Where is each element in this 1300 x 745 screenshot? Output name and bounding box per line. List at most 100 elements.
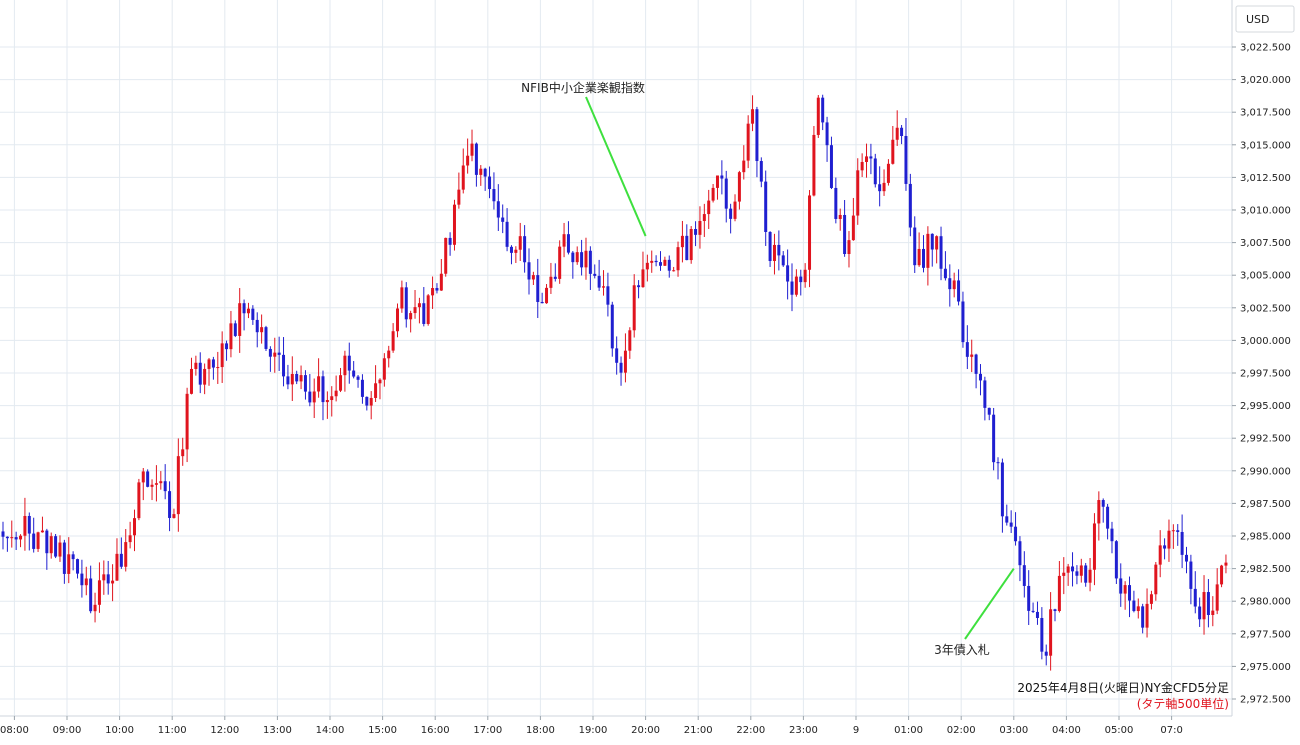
currency-box[interactable] — [1235, 5, 1295, 33]
candle-body — [891, 139, 895, 164]
candle-body — [593, 273, 597, 276]
candle-body — [1180, 531, 1184, 555]
candle-body — [356, 376, 360, 380]
x-tick-label: 11:00 — [158, 725, 187, 736]
candle-down — [523, 225, 527, 273]
candle-body — [89, 578, 93, 612]
candle-down — [286, 364, 290, 390]
candle-body — [1154, 564, 1158, 595]
candle-body — [128, 535, 132, 543]
candle-down — [553, 263, 557, 282]
candle-body — [755, 109, 759, 162]
candle-down — [505, 208, 509, 252]
candle-body — [172, 514, 176, 518]
candle-body — [1211, 610, 1215, 615]
candle-down — [268, 346, 272, 372]
grid — [0, 0, 1232, 716]
candle-body — [264, 327, 268, 349]
candle-body — [181, 449, 185, 457]
candle-up — [207, 357, 211, 386]
candle-down — [1084, 562, 1088, 587]
candle-down — [843, 200, 847, 257]
candle-down — [1040, 607, 1044, 660]
candle-up — [575, 246, 579, 265]
candle-up — [36, 531, 40, 552]
candle-body — [483, 168, 487, 177]
candle-down — [5, 536, 9, 552]
candle-down — [1005, 504, 1009, 526]
candle-body — [663, 259, 667, 266]
candle-body — [523, 236, 527, 263]
candle-body — [1101, 500, 1105, 507]
candle-down — [821, 94, 825, 131]
candle-up — [518, 222, 522, 262]
candle-up — [650, 250, 654, 273]
candle-down — [588, 246, 592, 290]
candle-body — [650, 260, 654, 263]
candle-up — [260, 314, 264, 344]
candle-down — [992, 407, 996, 471]
candle-up — [1154, 562, 1158, 601]
candle-up — [847, 231, 851, 268]
candle-body — [1149, 594, 1153, 604]
candle-up — [886, 159, 890, 186]
candle-up — [40, 516, 44, 533]
chart-caption: 2025年4月8日(火曜日)NY金CFD5分足 — [1017, 680, 1229, 695]
candle-body — [1066, 566, 1070, 573]
candle-down — [922, 235, 925, 273]
candle-up — [203, 363, 207, 395]
candle-up — [1136, 598, 1140, 619]
candle-body — [1084, 565, 1088, 583]
candle-up — [246, 302, 250, 319]
candle-body — [772, 244, 776, 262]
candle-down — [1114, 540, 1118, 584]
candle-body — [597, 275, 601, 288]
candle-body — [724, 178, 728, 209]
candle-body — [1171, 530, 1175, 532]
candle-down — [606, 272, 610, 317]
candle-up — [1145, 588, 1149, 638]
candle-body — [1106, 506, 1110, 529]
candle-up — [317, 358, 321, 398]
y-tick-label: 2,975.000 — [1240, 662, 1291, 673]
candle-down — [62, 539, 66, 584]
candle-up — [1220, 564, 1224, 588]
candle-up — [772, 233, 776, 275]
candle-down — [211, 356, 215, 380]
candle-body — [764, 181, 768, 232]
candle-up — [111, 564, 115, 602]
candle-down — [571, 250, 575, 279]
candle-down — [255, 312, 259, 348]
candle-body — [1079, 565, 1083, 576]
x-tick-label: 05:00 — [1105, 725, 1134, 736]
candle-body — [1193, 588, 1197, 607]
candle-down — [45, 528, 49, 570]
candle-down — [724, 170, 728, 223]
candle-up — [133, 509, 136, 552]
candle-body — [404, 287, 408, 320]
candle-up — [159, 471, 163, 490]
candle-down — [1132, 590, 1136, 613]
candle-body — [93, 604, 97, 612]
candle-body — [396, 308, 399, 332]
candle-down — [957, 269, 961, 306]
candle-body — [983, 380, 987, 408]
candle-down — [615, 336, 619, 375]
candle-body — [378, 379, 382, 384]
y-tick-label: 3,020.000 — [1240, 75, 1291, 86]
candle-down — [1009, 510, 1013, 534]
candle-down — [422, 287, 426, 327]
candle-body — [816, 97, 820, 135]
candle-down — [834, 177, 838, 224]
candle-down — [1071, 552, 1075, 587]
candle-body — [84, 578, 88, 586]
candle-down — [277, 336, 281, 372]
candle-up — [58, 535, 62, 562]
candle-body — [343, 355, 347, 376]
candle-body — [908, 183, 912, 228]
candle-body — [189, 368, 193, 394]
candle-up — [150, 479, 154, 501]
candle-body — [194, 362, 198, 369]
candle-up — [128, 521, 132, 549]
candle-up — [715, 175, 719, 200]
